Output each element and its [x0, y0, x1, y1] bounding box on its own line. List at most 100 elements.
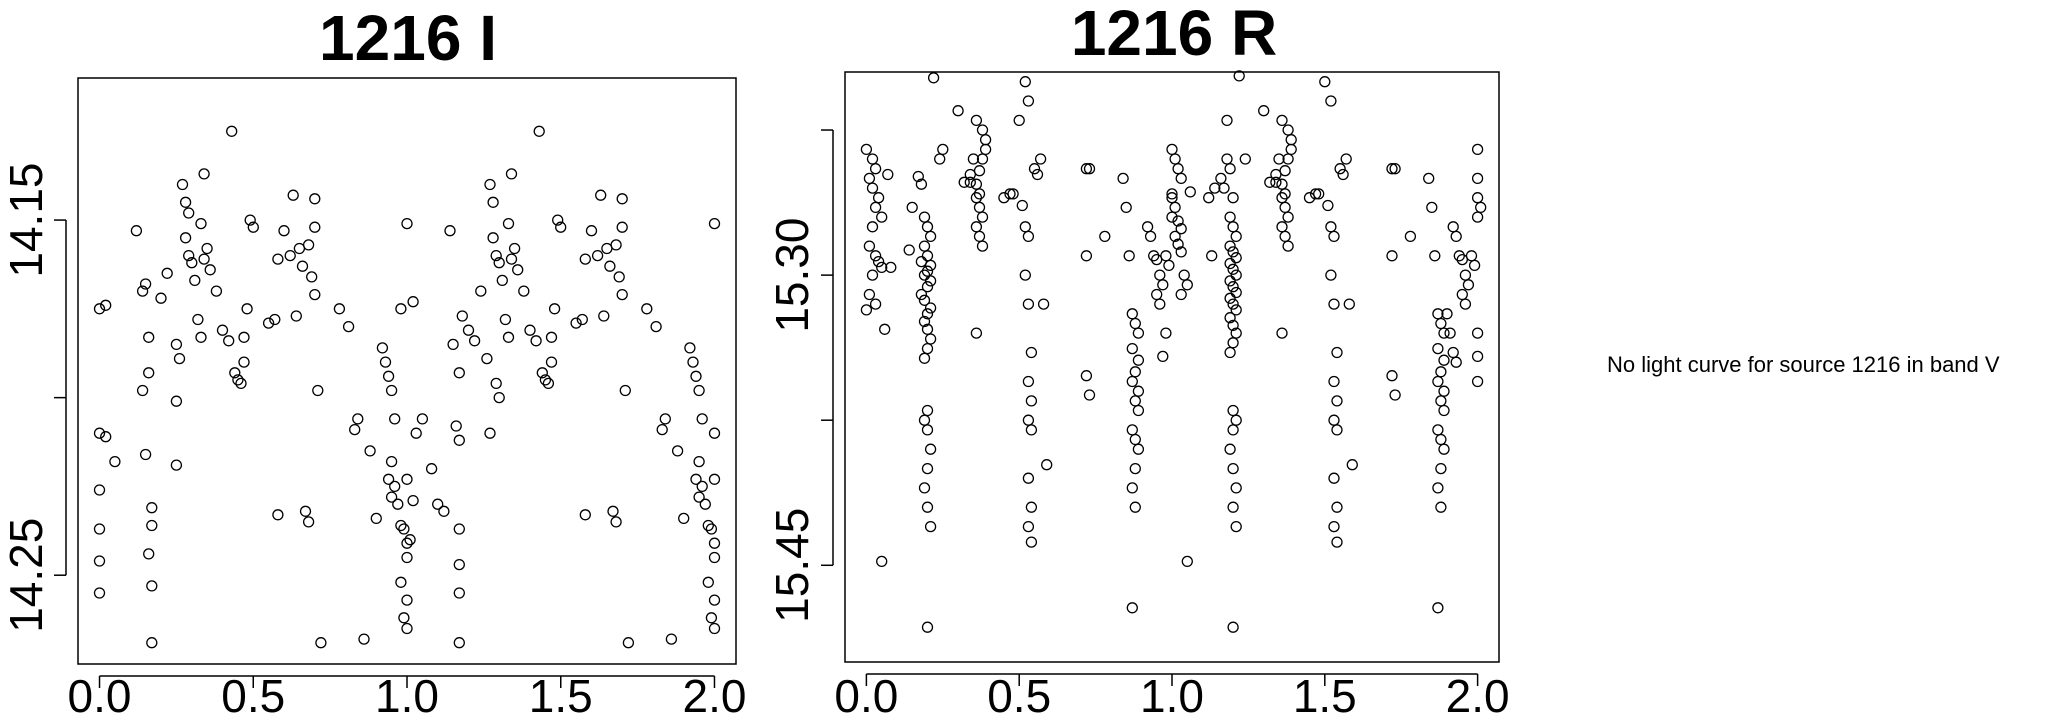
- data-point: [398, 612, 410, 624]
- data-point: [269, 313, 281, 326]
- data-point: [1025, 536, 1038, 548]
- data-point: [1184, 186, 1196, 198]
- data-point: [1154, 298, 1166, 310]
- data-point: [176, 178, 189, 191]
- data-point: [453, 367, 465, 379]
- x-tick-label: 1.0: [375, 670, 439, 720]
- data-point: [1447, 221, 1459, 233]
- data-point: [1080, 163, 1093, 175]
- data-point: [1459, 298, 1472, 310]
- data-point: [1313, 188, 1325, 200]
- data-point: [591, 249, 604, 262]
- data-point: [924, 302, 937, 314]
- data-point: [702, 576, 714, 588]
- x-axis-1216-i: 0.0 0.5 1.0 1.5 2.0: [68, 670, 747, 720]
- data-point: [1172, 215, 1184, 227]
- data-point: [915, 255, 928, 268]
- data-point: [1432, 342, 1444, 355]
- data-point: [869, 250, 882, 262]
- data-point: [1157, 279, 1169, 291]
- data-point: [512, 264, 524, 276]
- data-point: [475, 285, 487, 297]
- data-point: [1432, 375, 1444, 388]
- data-point: [1126, 308, 1138, 320]
- data-point: [1181, 555, 1193, 568]
- data-point: [866, 153, 879, 165]
- data-point: [1132, 404, 1145, 417]
- data-point: [309, 288, 321, 301]
- data-point: [1423, 172, 1435, 185]
- x-axis-1216-r: 0.0 0.5 1.0 1.5 2.0: [834, 670, 1509, 720]
- data-point: [1181, 279, 1193, 291]
- data-point: [585, 225, 598, 237]
- data-point: [1172, 163, 1184, 175]
- data-point: [536, 367, 548, 379]
- data-point: [1426, 201, 1438, 214]
- data-point: [1471, 375, 1484, 388]
- data-point: [1386, 250, 1398, 262]
- data-point: [385, 455, 398, 468]
- data-point: [93, 523, 106, 535]
- data-point: [100, 299, 112, 311]
- data-point: [1435, 395, 1447, 407]
- data-point: [382, 473, 395, 485]
- data-point: [425, 463, 438, 475]
- data-point: [1172, 238, 1184, 250]
- data-point: [352, 413, 364, 425]
- data-point: [876, 261, 888, 274]
- data-point: [1224, 292, 1236, 304]
- data-point: [1126, 424, 1138, 436]
- data-point: [702, 519, 714, 532]
- data-point: [545, 331, 558, 343]
- data-point: [299, 505, 312, 517]
- data-point: [1435, 366, 1447, 378]
- data-point: [1022, 95, 1035, 107]
- data-point: [1325, 221, 1337, 233]
- data-point: [921, 308, 934, 320]
- data-point: [973, 188, 986, 200]
- data-point: [407, 296, 419, 308]
- data-point: [921, 424, 934, 436]
- data-point: [970, 327, 983, 339]
- data-point: [1282, 240, 1294, 252]
- data-point: [885, 261, 897, 274]
- data-point: [927, 72, 940, 84]
- x-tick-label: 2.0: [1446, 670, 1510, 720]
- data-point: [247, 221, 259, 233]
- data-point: [1471, 350, 1484, 363]
- data-point: [505, 168, 518, 180]
- data-point: [186, 257, 198, 269]
- data-point: [921, 621, 934, 633]
- x-tick-label: 2.0: [683, 670, 747, 720]
- data-point: [876, 555, 888, 568]
- data-point: [613, 271, 625, 283]
- data-point: [1279, 188, 1291, 200]
- x-tick-label: 1.5: [1293, 670, 1357, 720]
- data-point: [616, 288, 628, 301]
- data-point: [1041, 459, 1053, 471]
- data-point: [401, 473, 413, 485]
- data-point: [1227, 281, 1239, 293]
- data-point: [705, 612, 718, 624]
- data-point: [918, 294, 931, 306]
- data-point: [869, 163, 882, 175]
- data-point: [1475, 201, 1487, 214]
- data-point: [1227, 246, 1239, 258]
- data-point: [604, 260, 616, 272]
- data-point: [979, 143, 992, 156]
- data-point: [183, 207, 195, 219]
- data-point: [665, 633, 678, 645]
- data-point: [976, 211, 989, 223]
- data-point: [1227, 621, 1239, 633]
- data-point: [1019, 76, 1031, 88]
- plot-frame-1216-r: [844, 71, 1500, 663]
- data-point: [1080, 250, 1093, 262]
- data-point: [918, 352, 931, 364]
- data-point: [401, 217, 413, 230]
- data-point: [1144, 230, 1157, 243]
- data-point: [998, 192, 1010, 204]
- data-point: [1432, 602, 1444, 614]
- data-point: [432, 498, 444, 510]
- data-point: [502, 217, 515, 230]
- data-point: [1025, 346, 1038, 359]
